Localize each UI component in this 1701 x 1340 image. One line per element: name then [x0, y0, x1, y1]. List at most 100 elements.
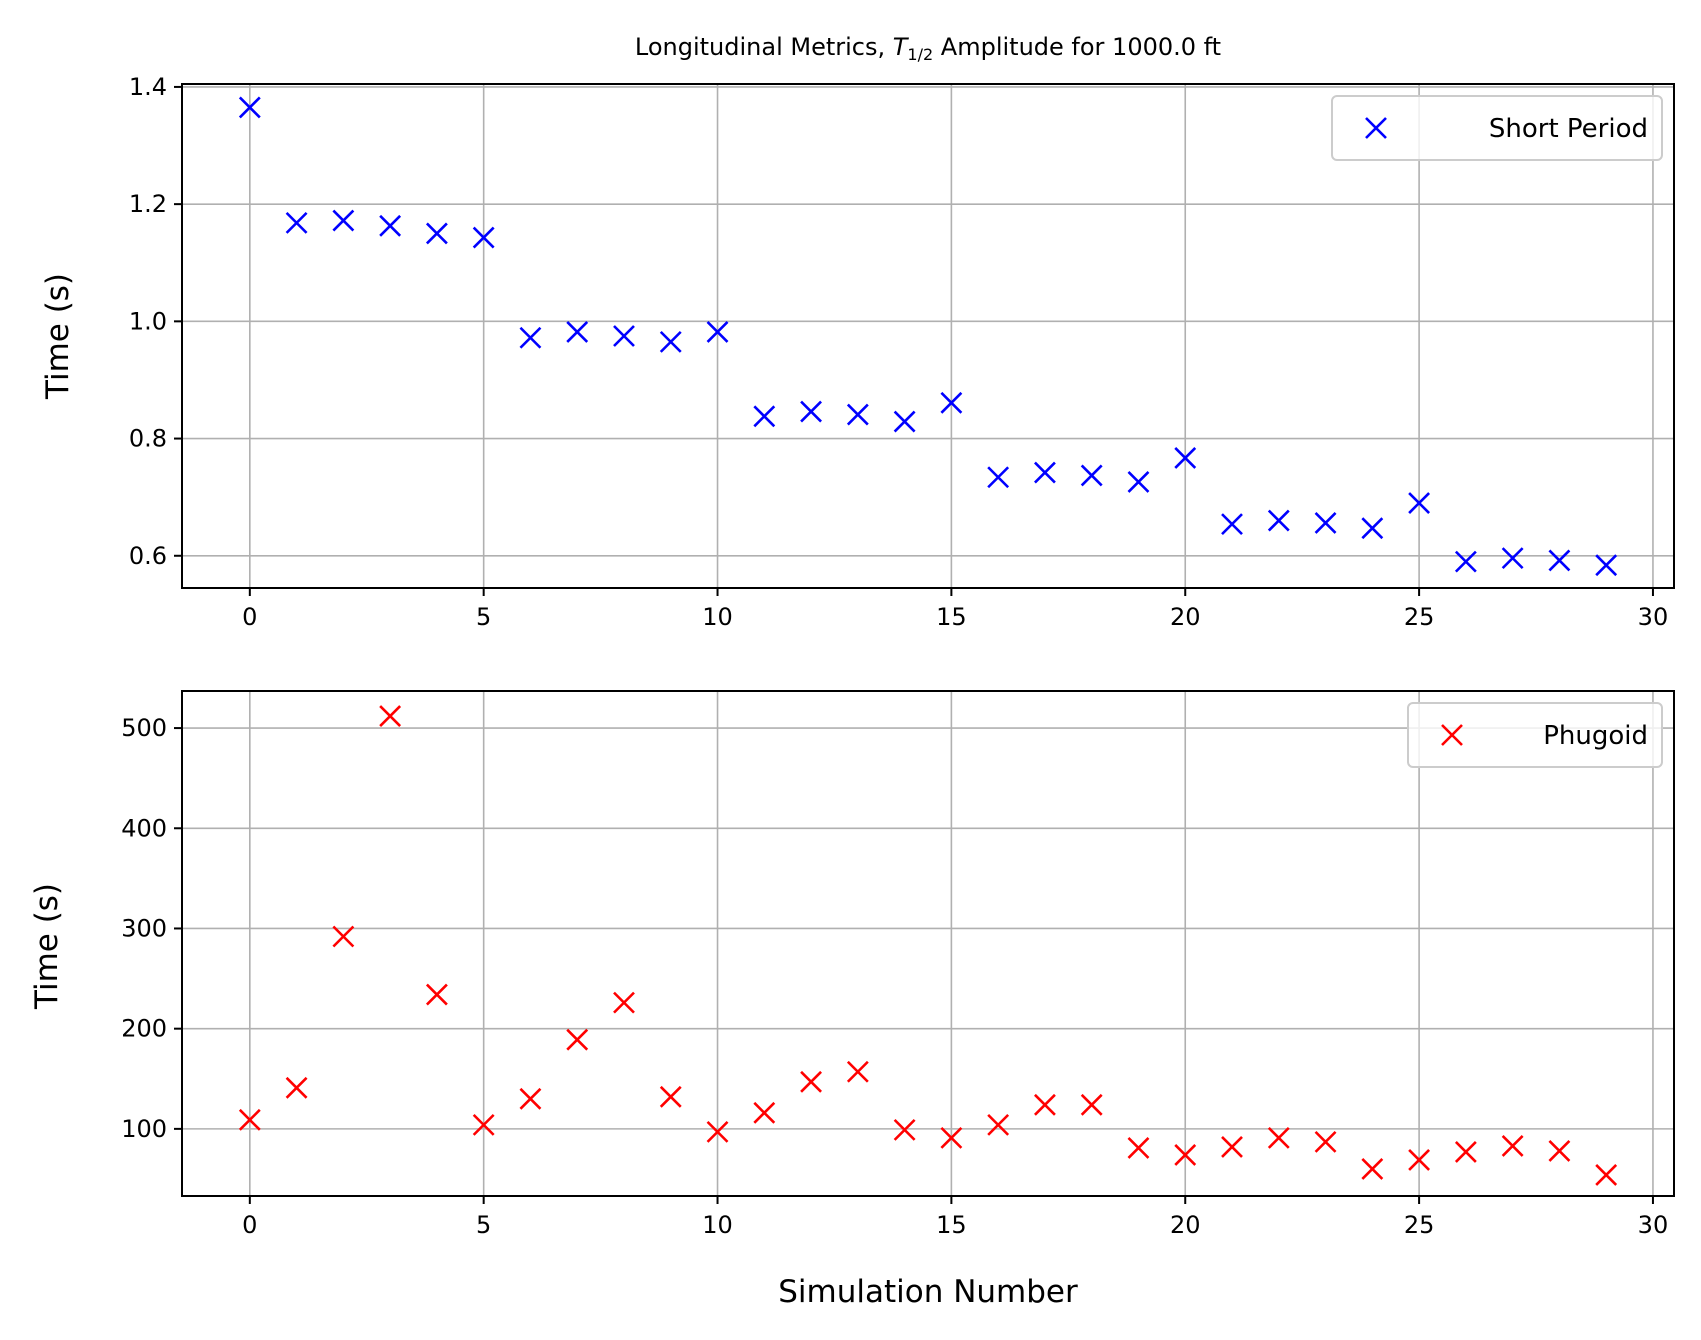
- bottom-y-axis-label: Time (s): [29, 883, 65, 1010]
- bottom-data-point: [940, 1126, 963, 1149]
- top-data-point: [1080, 464, 1103, 487]
- bottom-data-point: [1595, 1164, 1618, 1186]
- top-legend-label: Short Period: [1489, 114, 1648, 144]
- top-data-point: [285, 211, 308, 234]
- bottom-y-tick-label: 400: [121, 814, 167, 842]
- bottom-x-tick-label: 20: [1170, 1211, 1201, 1239]
- bottom-data-point: [1361, 1158, 1384, 1180]
- top-x-tick-label: 30: [1638, 603, 1669, 631]
- bottom-x-tick-label: 10: [702, 1211, 733, 1239]
- top-data-point: [613, 325, 635, 347]
- bottom-data-point: [1080, 1093, 1103, 1116]
- bottom-data-point: [472, 1113, 495, 1136]
- top-data-point: [940, 391, 963, 414]
- bottom-legend-box: [1407, 702, 1663, 768]
- bottom-data-point: [1314, 1130, 1337, 1153]
- bottom-data-point: [238, 1108, 261, 1131]
- top-x-tick-label: 25: [1404, 603, 1435, 631]
- top-data-point: [1595, 554, 1618, 577]
- top-x-tick-label: 15: [936, 603, 967, 631]
- top-data-point: [846, 403, 869, 426]
- title-suffix: Amplitude for 1000.0 ft: [933, 33, 1221, 61]
- bottom-y-tick-label: 200: [121, 1015, 167, 1043]
- bottom-data-point: [893, 1118, 916, 1141]
- title-prefix: Longitudinal Metrics,: [635, 33, 893, 61]
- bottom-data-point: [1408, 1149, 1431, 1171]
- top-data-point: [472, 226, 495, 249]
- bottom-data-point: [1221, 1135, 1243, 1158]
- top-data-point: [987, 466, 1010, 489]
- bottom-x-tick-label: 0: [242, 1211, 257, 1239]
- top-data-point: [332, 209, 355, 232]
- top-data-point: [1034, 461, 1056, 484]
- bottom-data-point: [1034, 1093, 1056, 1116]
- top-axes-frame: [181, 83, 1675, 589]
- bottom-data-point: [566, 1028, 589, 1051]
- top-data-point: [1361, 517, 1384, 540]
- top-data-point: [1454, 550, 1477, 573]
- top-y-tick-label: 1.0: [129, 307, 167, 335]
- top-x-tick-label: 5: [476, 603, 491, 631]
- bottom-data-point: [987, 1113, 1010, 1136]
- bottom-data-point: [1174, 1144, 1197, 1166]
- chart-title: Longitudinal Metrics, T1/2 Amplitude for…: [635, 33, 1221, 64]
- bottom-data-point: [659, 1085, 682, 1108]
- top-data-point: [425, 222, 448, 245]
- top-data-point: [1221, 513, 1243, 536]
- bottom-data-point: [1454, 1140, 1477, 1163]
- top-y-tick-label: 1.2: [129, 190, 167, 218]
- top-data-point: [753, 405, 776, 428]
- bottom-data-point: [1127, 1136, 1150, 1159]
- bottom-x-tick-label: 25: [1404, 1211, 1435, 1239]
- top-x-tick-label: 20: [1170, 603, 1201, 631]
- top-data-point: [1174, 446, 1197, 469]
- top-x-tick-label: 0: [242, 603, 257, 631]
- title-math-sub: 1/2: [907, 45, 933, 64]
- bottom-x-tick-label: 15: [936, 1211, 967, 1239]
- bottom-y-tick-label: 100: [121, 1115, 167, 1143]
- bottom-data-point: [846, 1060, 869, 1083]
- bottom-data-point: [1548, 1139, 1571, 1162]
- top-legend-marker: [1365, 117, 1387, 139]
- bottom-data-point: [332, 925, 355, 948]
- bottom-axes-frame: [181, 690, 1675, 1197]
- bottom-data-point: [379, 705, 402, 727]
- short-period-plot: 0 5 10 15 20 25 30 0.6 0.8 1.0 1.2 1.4 Short Period: [129, 73, 1675, 631]
- bottom-data-point: [613, 991, 635, 1014]
- bottom-data-point: [706, 1120, 729, 1143]
- top-data-point: [1548, 549, 1571, 572]
- top-data-point: [706, 320, 729, 343]
- bottom-data-point: [519, 1087, 542, 1110]
- top-data-point: [379, 214, 402, 237]
- bottom-y-tick-label: 300: [121, 914, 167, 942]
- bottom-y-tick-label: 500: [121, 714, 167, 742]
- top-legend-box: [1331, 95, 1663, 161]
- bottom-legend-label: Phugoid: [1543, 721, 1648, 751]
- top-data-point: [1314, 512, 1337, 534]
- phugoid-plot: 0 5 10 15 20 25 30 100 200 300 400 500 Phugoid: [121, 690, 1675, 1239]
- top-data-point: [238, 96, 261, 119]
- bottom-data-point: [425, 983, 448, 1006]
- top-data-point: [1408, 492, 1431, 514]
- top-data-point: [519, 326, 542, 349]
- bottom-x-tick-label: 5: [476, 1211, 491, 1239]
- bottom-legend-marker: [1441, 724, 1463, 746]
- top-y-tick-label: 0.8: [129, 425, 167, 453]
- bottom-data-point: [800, 1070, 822, 1093]
- top-y-tick-label: 0.6: [129, 542, 167, 570]
- bottom-data-point: [753, 1101, 776, 1124]
- title-math-t: T: [893, 33, 910, 61]
- top-data-point: [1501, 547, 1524, 570]
- top-data-point: [800, 400, 822, 423]
- top-data-point: [1127, 471, 1150, 493]
- top-data-point: [893, 410, 916, 433]
- bottom-x-axis-label: Simulation Number: [778, 1274, 1078, 1310]
- bottom-data-point: [1267, 1126, 1290, 1149]
- top-x-tick-label: 10: [702, 603, 733, 631]
- top-data-point: [566, 320, 589, 343]
- top-data-point: [659, 330, 682, 353]
- top-data-point: [1267, 509, 1290, 532]
- top-y-axis-label: Time (s): [40, 273, 76, 400]
